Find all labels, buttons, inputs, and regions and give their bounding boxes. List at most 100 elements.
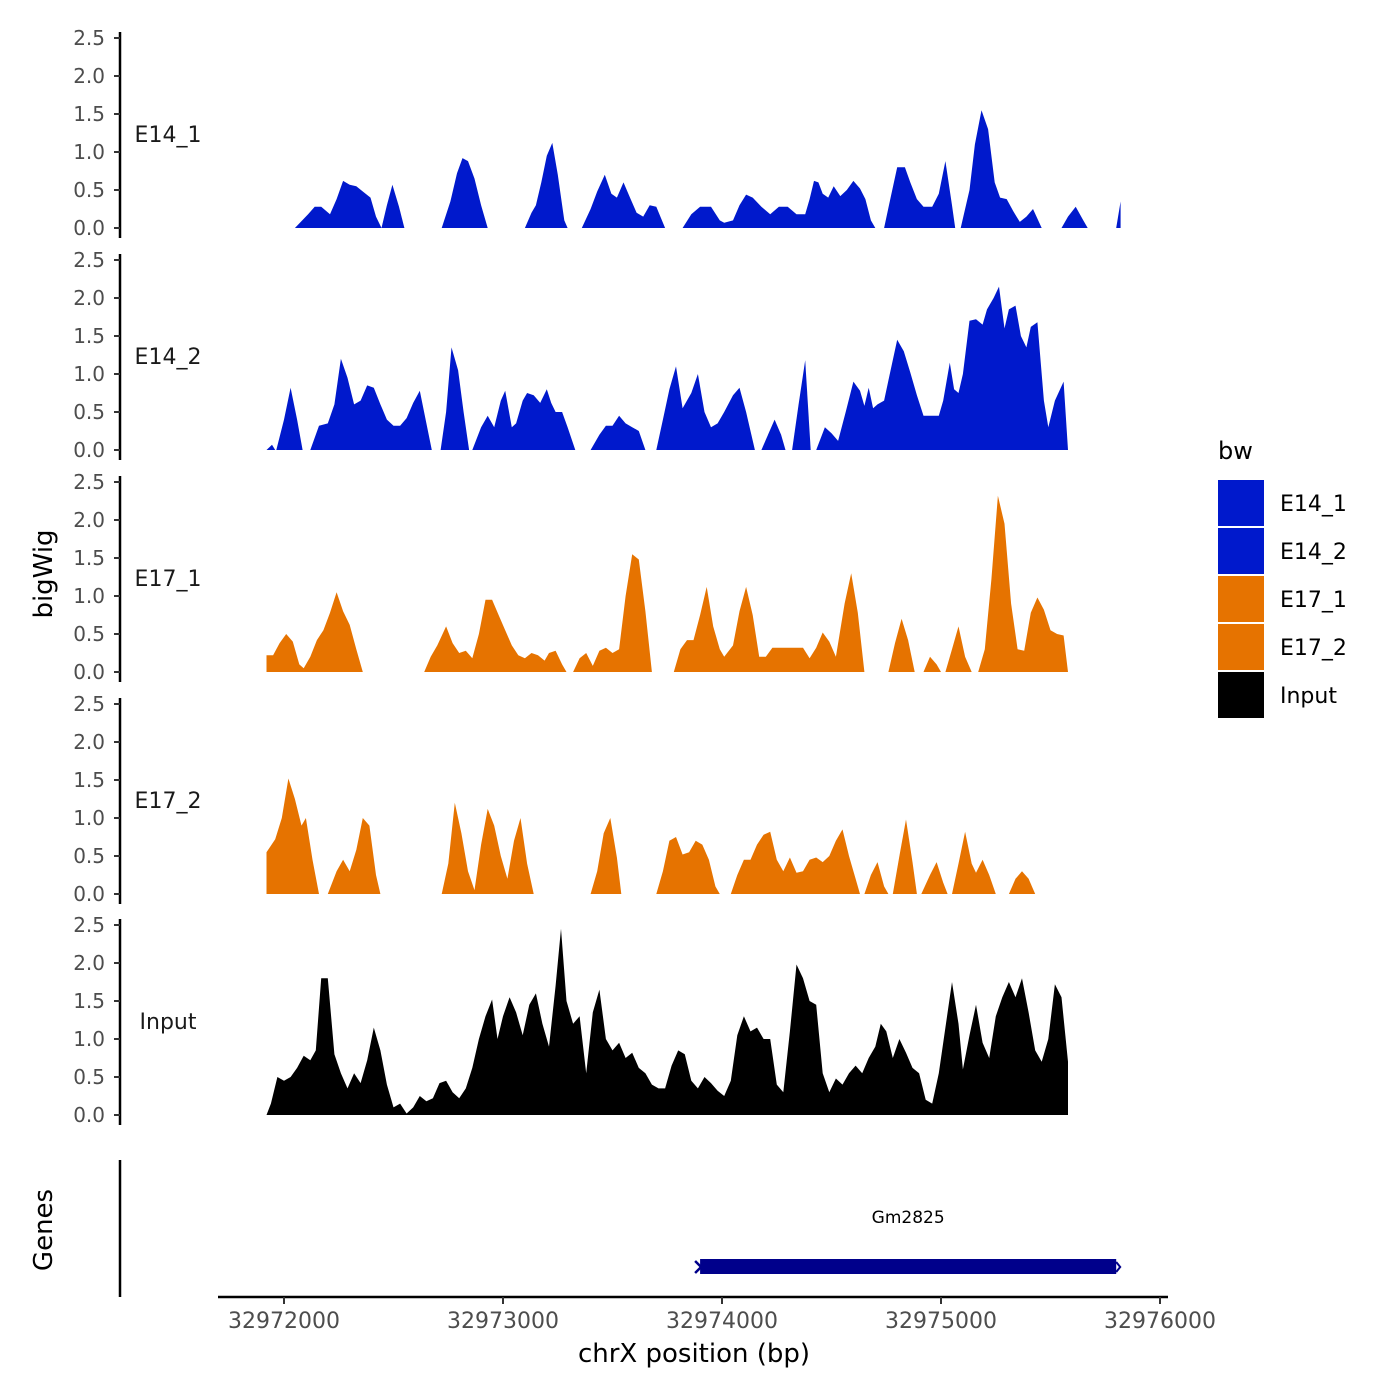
legend-key-E14_1 (1218, 480, 1264, 526)
coverage-area-E14_2 (440, 347, 470, 450)
coverage-area-E14_1 (581, 174, 666, 228)
panel-E17_1: 0.0 0.5 1.0 1.5 2.0 2.5 E17_1 (73, 470, 1068, 684)
coverage-area-E17_2 (1008, 871, 1036, 894)
x-tick-label: 32972000 (228, 1309, 340, 1334)
coverage-area-E14_1 (1116, 201, 1121, 228)
coverage-area-E17_2 (327, 818, 381, 894)
y-tick-label: 2.0 (73, 508, 105, 532)
panel-E14_2: 0.0 0.5 1.0 1.5 2.0 2.5 E14_2 (73, 248, 1068, 462)
y-tick-label: 2.5 (73, 913, 105, 937)
y-tick-label: 1.0 (73, 362, 105, 386)
coverage-area-E17_2 (590, 818, 622, 894)
y-tick-label: 1.0 (73, 140, 105, 164)
y-tick-label: 2.0 (73, 64, 105, 88)
x-tick-label: 32975000 (885, 1309, 997, 1334)
coverage-area-E17_1 (978, 495, 1068, 672)
y-tick-label: 0.5 (73, 400, 105, 424)
coverage-area-E14_2 (472, 389, 576, 450)
legend-key-Input (1218, 672, 1264, 718)
coverage-area-E17_1 (424, 599, 567, 672)
y-tick-label: 2.0 (73, 730, 105, 754)
coverage-area-E14_2 (310, 358, 432, 450)
coverage-area-E14_1 (294, 180, 382, 228)
legend-key-E17_2 (1218, 624, 1264, 670)
y-tick-label: 0.5 (73, 178, 105, 202)
bigwig-panels: 0.0 0.5 1.0 1.5 2.0 2.5 E14_1 0.0 0.5 1.0 1.5 2.0 2.… (73, 26, 1121, 1127)
genes-track: Genes Gm2825 (29, 1160, 1122, 1297)
x-tick-label: 32976000 (1104, 1309, 1216, 1334)
coverage-area-E14_1 (381, 184, 405, 228)
coverage-area-E14_2 (590, 415, 646, 450)
coverage-area-E17_1 (923, 656, 941, 672)
y-tick-label: 0.5 (73, 622, 105, 646)
y-tick-label: 2.0 (73, 951, 105, 975)
coverage-area-E17_2 (266, 778, 319, 894)
panel-Input: 0.0 0.5 1.0 1.5 2.0 2.5 Input (73, 913, 1068, 1127)
y-tick-label: 1.5 (73, 768, 105, 792)
coverage-area-E17_1 (673, 573, 865, 672)
legend: bw E14_1 E14_2 E17_1 E17_2 Input (1218, 437, 1347, 718)
y-tick-label: 1.0 (73, 1027, 105, 1051)
gene-body (700, 1259, 1117, 1274)
y-tick-label: 1.5 (73, 546, 105, 570)
legend-title: bw (1218, 437, 1253, 465)
y-tick-label: 0.0 (73, 882, 105, 906)
y-tick-label: 0.5 (73, 1065, 105, 1089)
y-tick-label: 0.0 (73, 660, 105, 684)
coverage-area-E17_1 (888, 618, 915, 672)
x-axis: chrX position (bp) 32972000 32973000 32974… (218, 1295, 1216, 1369)
gene-strand-marker (694, 1260, 703, 1274)
panel-label: E14_1 (135, 123, 202, 148)
coverage-area-E17_1 (573, 554, 652, 672)
panel-label: E17_1 (135, 567, 202, 592)
y-axis-label: bigWig (29, 529, 59, 618)
y-tick-label: 0.0 (73, 216, 105, 240)
coverage-area-E17_2 (921, 862, 948, 894)
coverage-area-E14_2 (656, 366, 755, 450)
coverage-area-E14_2 (266, 444, 276, 450)
panel-label: E17_2 (135, 789, 202, 814)
y-tick-label: 0.0 (73, 438, 105, 462)
coverage-area-E17_2 (864, 862, 889, 894)
y-tick-label: 1.5 (73, 324, 105, 348)
y-tick-label: 1.0 (73, 806, 105, 830)
legend-label: E14_1 (1280, 492, 1347, 517)
y-tick-label: 0.0 (73, 1103, 105, 1127)
y-tick-label: 1.0 (73, 584, 105, 608)
panel-E17_2: 0.0 0.5 1.0 1.5 2.0 2.5 E17_2 (73, 692, 1036, 906)
gene-label: Gm2825 (872, 1208, 945, 1228)
legend-key-E17_1 (1218, 576, 1264, 622)
x-tick-label: 32974000 (666, 1309, 778, 1334)
coverage-area-E14_1 (960, 110, 1042, 228)
genes-track-label: Genes (29, 1189, 59, 1271)
panel-label: E14_2 (135, 345, 202, 370)
y-tick-label: 1.5 (73, 989, 105, 1013)
gene-end-marker (1115, 1261, 1122, 1273)
coverage-area-E17_1 (945, 626, 972, 672)
panel-label: Input (140, 1010, 197, 1035)
legend-label: E14_2 (1280, 540, 1347, 565)
coverage-area-E14_1 (1061, 206, 1088, 228)
y-tick-label: 2.5 (73, 470, 105, 494)
y-tick-label: 2.5 (73, 26, 105, 50)
coverage-area-E14_1 (884, 161, 956, 228)
coverage-area-Input (266, 928, 1068, 1115)
x-tick-label: 32973000 (447, 1309, 559, 1334)
legend-label: E17_1 (1280, 588, 1347, 613)
coverage-area-E17_2 (656, 837, 720, 894)
coverage-area-E17_2 (892, 819, 917, 894)
coverage-area-E17_2 (730, 829, 860, 894)
legend-label: E17_2 (1280, 636, 1347, 661)
x-axis-label: chrX position (bp) (578, 1339, 810, 1369)
coverage-area-E17_2 (952, 831, 996, 894)
coverage-area-E14_1 (441, 158, 488, 228)
legend-label: Input (1280, 684, 1337, 709)
coverage-area-E14_2 (792, 360, 811, 450)
coverage-area-E14_2 (761, 419, 786, 450)
legend-key-E14_2 (1218, 528, 1264, 574)
coverage-area-E17_1 (266, 592, 363, 672)
coverage-area-E17_2 (441, 802, 534, 894)
coverage-area-E14_2 (276, 387, 303, 450)
y-tick-label: 0.5 (73, 844, 105, 868)
